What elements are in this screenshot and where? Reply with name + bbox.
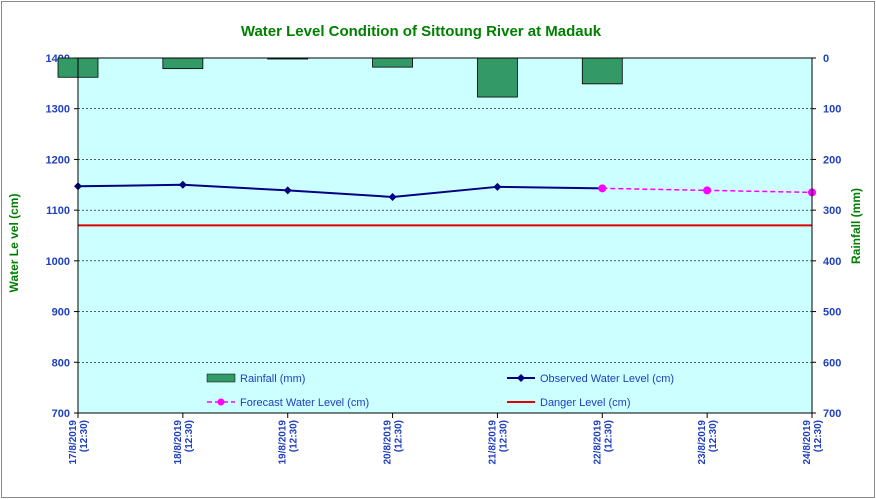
forecast-point <box>598 184 607 193</box>
legend-danger-label: Danger Level (cm) <box>540 397 630 409</box>
legend-observed-label: Observed Water Level (cm) <box>540 373 674 385</box>
x-tick-label: 23/8/2019(12:30) <box>697 420 719 465</box>
y2-tick-label: 200 <box>823 154 841 166</box>
x-tick-label: 24/8/2019(12:30) <box>802 420 824 465</box>
y2-tick-label: 700 <box>823 408 841 420</box>
observed-point <box>388 192 397 201</box>
y2-tick-label: 0 <box>823 53 829 65</box>
y-tick-label: 1100 <box>46 205 70 217</box>
x-tick-label: 20/8/2019(12:30) <box>383 420 405 465</box>
observed-point <box>493 182 502 191</box>
observed-water-level-line <box>77 183 603 198</box>
x-tick-date: 19/8/2019 <box>278 420 289 465</box>
rainfall-bar <box>162 57 204 70</box>
legend-rainfall-swatch <box>206 373 236 383</box>
y-tick-label: 800 <box>52 357 70 369</box>
legend-forecast-label: Forecast Water Level (cm) <box>240 397 369 409</box>
rainfall-bar <box>372 57 413 68</box>
x-tick-time: (12:30) <box>184 420 195 452</box>
x-tick-time: (12:30) <box>813 420 824 452</box>
x-tick-time: (12:30) <box>603 420 614 452</box>
x-tick-date: 23/8/2019 <box>697 420 708 465</box>
x-tick-time: (12:30) <box>394 420 405 452</box>
legend: Rainfall (mm) Observed Water Level (cm) … <box>206 373 674 409</box>
observed-point <box>283 186 292 195</box>
x-tick-date: 21/8/2019 <box>487 420 498 465</box>
y-tick-label: 1000 <box>46 256 70 268</box>
y2-axis-label: Rainfall (mm) <box>849 188 863 264</box>
x-tick-date: 20/8/2019 <box>383 420 394 465</box>
legend-observed-marker <box>517 374 525 382</box>
x-tick-date: 17/8/2019 <box>68 420 79 465</box>
y-tick-label: 700 <box>52 408 70 420</box>
rainfall-bar <box>477 57 518 98</box>
y2-tick-label: 300 <box>823 205 841 217</box>
y2-tick-label: 100 <box>823 104 841 116</box>
observed-point <box>178 180 187 189</box>
plot-area: 700 0 800 100 900 200 1000 300 1100 400 1200 500 130… <box>46 53 842 465</box>
x-tick-time: (12:30) <box>289 420 300 452</box>
x-tick-time: (12:30) <box>79 420 90 452</box>
forecast-point <box>703 186 712 195</box>
x-tick-date: 18/8/2019 <box>173 420 184 465</box>
x-tick-time: (12:30) <box>708 420 719 452</box>
rainfall-bar <box>581 57 623 85</box>
x-tick-label: 19/8/2019(12:30) <box>278 420 300 465</box>
y2-tick-label: 600 <box>823 357 841 369</box>
y-tick-label: 1300 <box>46 104 70 116</box>
legend-rainfall-label: Rainfall (mm) <box>240 373 305 385</box>
y-tick-label: 1200 <box>46 154 70 166</box>
plot-border <box>77 57 813 414</box>
x-tick-time: (12:30) <box>498 420 509 452</box>
x-tick-label: 21/8/2019(12:30) <box>487 420 509 465</box>
x-tick-date: 24/8/2019 <box>802 420 813 465</box>
x-tick-label: 22/8/2019(12:30) <box>592 420 614 465</box>
x-tick-date: 22/8/2019 <box>592 420 603 465</box>
x-tick-label: 17/8/2019(12:30) <box>68 420 90 465</box>
legend-forecast-marker <box>217 398 225 406</box>
y-axis-label: Water Le vel (cm) <box>7 194 21 293</box>
y2-tick-label: 500 <box>823 307 841 319</box>
y-tick-label: 900 <box>52 307 70 319</box>
plot-background <box>78 58 812 413</box>
x-tick-label: 18/8/2019(12:30) <box>173 420 195 465</box>
chart-title: Water Level Condition of Sittoung River … <box>241 23 602 40</box>
y2-tick-label: 400 <box>823 256 841 268</box>
